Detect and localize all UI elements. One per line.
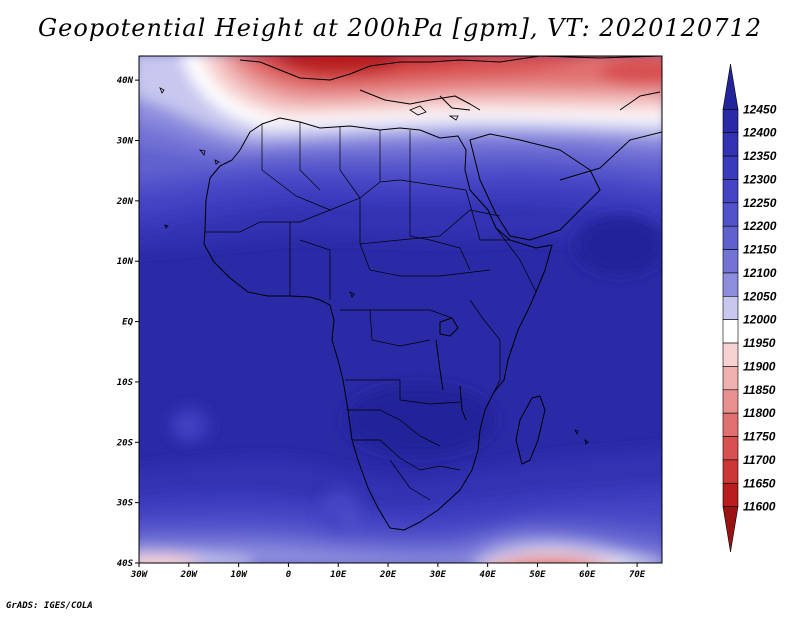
lake-tanganyika	[435, 339, 444, 391]
lon-tick-label: 30W	[130, 570, 149, 580]
colorbar-label: 11850	[743, 383, 776, 397]
lat-tick-label: 40S	[117, 559, 134, 569]
colorbar-swatch	[722, 506, 739, 553]
colorbar-swatch	[722, 249, 739, 274]
colorbar-label: 11950	[743, 336, 776, 350]
colorbar: 12450 12400 12350 12300 12250 12200 12150 12100…	[722, 63, 777, 553]
longitude-axis: 30W 20W 10W 0 10E 20E 30E 40E 50E 60E 70E	[130, 563, 646, 580]
colorbar-swatch	[722, 272, 739, 297]
africa-coastline	[203, 117, 553, 531]
arabia	[469, 133, 601, 241]
europe-coast	[239, 56, 661, 81]
map-title: Geopotential Height at 200hPa [gpm], VT:…	[38, 14, 762, 42]
colorbar-label: 12250	[743, 196, 777, 210]
colorbar-label: 11800	[743, 406, 776, 420]
colorbar-label: 12000	[743, 313, 777, 327]
colorbar-label: 12150	[743, 243, 777, 257]
coastlines	[203, 56, 662, 531]
colorbar-label: 12200	[743, 219, 777, 233]
lon-tick-label: 60E	[579, 570, 596, 580]
islands	[159, 87, 589, 445]
lat-tick-label: 30N	[116, 137, 134, 147]
lat-tick-label: 20N	[116, 197, 134, 207]
lon-tick-label: 70E	[629, 570, 646, 580]
lon-tick-label: 20W	[180, 570, 199, 580]
height-field	[139, 56, 662, 563]
colorbar-label: 11900	[743, 359, 776, 373]
colorbar-swatch	[722, 459, 739, 484]
colorbar-label: 12450	[743, 102, 777, 116]
madagascar	[515, 395, 546, 465]
colorbar-label: 11700	[743, 453, 776, 467]
map-frame	[138, 55, 663, 564]
colorbar-swatch	[722, 109, 739, 134]
colorbar-label: 11650	[743, 476, 776, 490]
lon-tick-label: 0	[286, 570, 292, 580]
lat-tick-label: 20S	[116, 438, 134, 448]
high-south-africa	[345, 385, 495, 455]
colorbar-label: 12400	[743, 126, 777, 140]
colorbar-label: 11750	[743, 430, 776, 444]
colorbar-swatch	[722, 63, 739, 110]
lon-tick-label: 10W	[230, 570, 248, 580]
footer-credit: GrADS: IGES/COLA	[6, 601, 93, 611]
colorbar-swatch	[722, 319, 739, 344]
colorbar-label: 12050	[743, 289, 777, 303]
country-borders	[205, 122, 537, 501]
colorbar-swatch	[722, 389, 739, 414]
colorbar-swatch	[722, 436, 739, 461]
colorbar-label: 12100	[743, 266, 777, 280]
lake-malawi	[459, 385, 467, 421]
colorbar-label: 11600	[743, 500, 776, 514]
colorbar-swatch	[722, 155, 739, 180]
lon-tick-label: 10E	[330, 570, 347, 580]
lon-tick-label: 20E	[379, 570, 397, 580]
colorbar-swatch	[722, 366, 739, 391]
lake-victoria	[439, 317, 459, 337]
colorbar-swatch	[722, 412, 739, 437]
lat-tick-label: EQ	[122, 318, 133, 328]
lon-tick-label: 30E	[429, 570, 447, 580]
colorbar-swatch	[722, 132, 739, 157]
lat-tick-label: 10N	[117, 257, 134, 267]
colorbar-swatch	[722, 296, 739, 320]
colorbar-swatch	[722, 342, 739, 367]
colorbar-swatch	[722, 482, 739, 507]
lon-tick-label: 40E	[480, 570, 497, 580]
colorbar-swatch	[722, 179, 739, 204]
colorbar-label: 12350	[743, 149, 777, 163]
lat-tick-label: 40N	[117, 76, 134, 86]
latitude-axis: 40N 30N 20N 10N EQ 10S 20S 30S 40S	[116, 76, 139, 569]
band-s-11700	[491, 553, 609, 563]
lon-tick-label: 50E	[529, 570, 546, 580]
colorbar-swatch	[722, 225, 739, 250]
colorbar-swatch	[722, 202, 739, 227]
lat-tick-label: 10S	[117, 378, 134, 388]
band-11600	[280, 56, 400, 74]
lat-tick-label: 30S	[116, 499, 134, 509]
colorbar-label: 12300	[743, 172, 777, 186]
